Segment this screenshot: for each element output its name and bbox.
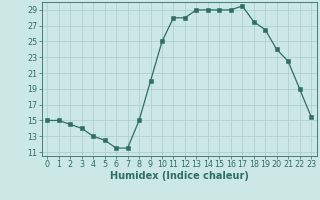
X-axis label: Humidex (Indice chaleur): Humidex (Indice chaleur) — [110, 171, 249, 181]
